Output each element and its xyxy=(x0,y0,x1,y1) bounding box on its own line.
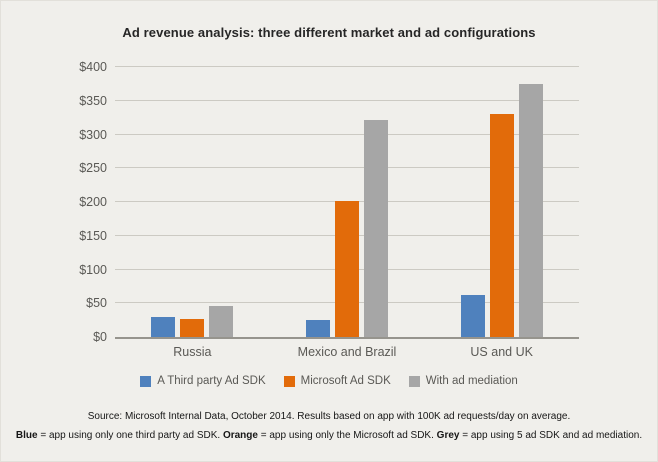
y-tick-label: $400 xyxy=(79,60,107,74)
legend-swatch-a-third-party-ad-sdk xyxy=(140,375,152,387)
y-tick-label: $350 xyxy=(79,93,107,108)
y-tick-label: $200 xyxy=(79,195,107,209)
gridline xyxy=(115,66,579,67)
bar-with-ad-mediation xyxy=(209,305,234,337)
legend-label: With ad mediation xyxy=(425,375,518,387)
bar-with-ad-mediation xyxy=(364,120,388,337)
x-axis-label: Russia xyxy=(173,345,212,359)
gridline xyxy=(115,133,579,135)
x-axis-label: Mexico and Brazil xyxy=(297,345,397,359)
bar-microsoft-ad-sdk xyxy=(489,114,514,337)
plot-area xyxy=(115,66,579,339)
bar-a-third-party-ad-sdk xyxy=(151,316,176,337)
legend-item-microsoft-ad-sdk: Microsoft Ad SDK xyxy=(283,375,391,387)
bar-group-mexico-and-brazil xyxy=(270,67,425,337)
y-tick-label: $150 xyxy=(79,228,107,243)
bar-a-third-party-ad-sdk xyxy=(306,320,330,337)
y-tick-label: $300 xyxy=(79,127,107,142)
y-tick-label: $0 xyxy=(93,330,107,344)
gridline xyxy=(115,167,579,169)
bar-microsoft-ad-sdk xyxy=(180,318,205,337)
gridline xyxy=(115,99,579,101)
bar-a-third-party-ad-sdk xyxy=(460,295,485,337)
footer-source: Source: Microsoft Internal Data, October… xyxy=(87,411,571,422)
legend-label: A Third party Ad SDK xyxy=(157,375,266,387)
chart-title: Ad revenue analysis: three different mar… xyxy=(122,25,536,40)
legend-item-with-ad-mediation: With ad mediation xyxy=(408,375,518,387)
y-tick-label: $250 xyxy=(79,161,107,176)
footer-key: Blue = app using only one third party ad… xyxy=(15,430,643,441)
legend-label: Microsoft Ad SDK xyxy=(300,375,391,387)
x-axis-label: US and UK xyxy=(470,345,533,359)
bars-container xyxy=(115,67,579,337)
y-axis: $0 $50 $100 $150 $200 $250 $300 $350 $400 xyxy=(1,60,107,344)
bar-group-us-and-uk xyxy=(424,67,579,337)
x-axis: Russia Mexico and Brazil US and UK xyxy=(115,345,579,359)
legend-swatch-with-ad-mediation xyxy=(408,375,420,387)
legend-swatch-microsoft-ad-sdk xyxy=(283,375,295,387)
y-tick-label: $100 xyxy=(79,262,107,277)
bar-microsoft-ad-sdk xyxy=(335,201,359,337)
legend: A Third party Ad SDK Microsoft Ad SDK With… xyxy=(1,375,657,387)
legend-item-a-third-party-ad-sdk: A Third party Ad SDK xyxy=(140,375,266,387)
bar-with-ad-mediation xyxy=(518,83,543,337)
y-tick-label: $50 xyxy=(86,296,107,311)
bar-group-russia xyxy=(115,67,270,337)
